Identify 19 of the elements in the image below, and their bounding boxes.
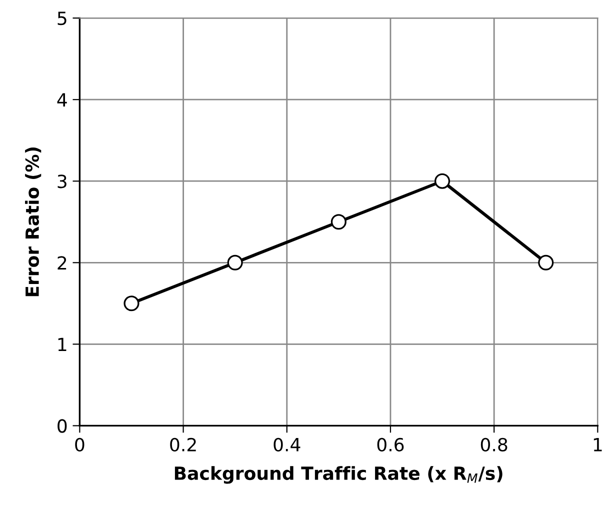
x-tick-label: 0	[75, 438, 84, 452]
y-tick-label: 1	[58, 338, 66, 352]
x-tick-label: 0.8	[480, 438, 508, 452]
x-tick-label: 0.2	[170, 438, 196, 452]
point	[330, 214, 346, 230]
y-tick-label: 0	[58, 419, 67, 433]
point	[227, 254, 243, 270]
x-tick-label: 0.6	[377, 438, 404, 452]
point	[434, 173, 450, 189]
y-axis-title: Error Ratio (%)	[25, 147, 42, 296]
x-tick-label: 1	[594, 438, 602, 452]
point	[538, 254, 554, 270]
y-tick-label: 2	[58, 256, 66, 270]
y-tick-label: 3	[58, 174, 66, 188]
y-tick-label: 5	[58, 12, 66, 26]
x-tick-label: 0.4	[274, 438, 300, 452]
point	[124, 296, 140, 312]
y-tick-label: 4	[57, 93, 67, 106]
x-axis-title: Background Traffic Rate (x R$_{M}$/s)	[174, 466, 502, 484]
